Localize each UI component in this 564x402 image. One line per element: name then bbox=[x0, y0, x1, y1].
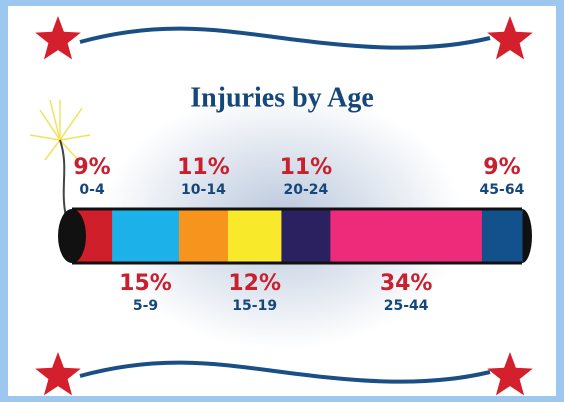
category-label: 5-9 bbox=[133, 298, 158, 314]
bar-segment bbox=[112, 209, 179, 263]
category-label: 25-44 bbox=[384, 298, 429, 314]
category-label: 20-24 bbox=[284, 182, 329, 198]
bar-segment bbox=[482, 209, 523, 263]
value-label: 12% bbox=[228, 271, 281, 296]
category-label: 45-64 bbox=[480, 182, 525, 198]
bar-segment bbox=[330, 209, 482, 263]
panel bbox=[8, 6, 556, 396]
value-label: 9% bbox=[483, 155, 520, 180]
category-label: 0-4 bbox=[79, 182, 105, 198]
page: {"chart_data": {"type": "stacked-bar", "… bbox=[0, 0, 564, 402]
value-label: 15% bbox=[119, 271, 172, 296]
category-label: 15-19 bbox=[232, 298, 277, 314]
category-label: 10-14 bbox=[181, 182, 226, 198]
cap-left bbox=[58, 209, 86, 263]
value-label: 9% bbox=[73, 155, 110, 180]
value-label: 11% bbox=[177, 155, 230, 180]
bar-segment bbox=[179, 209, 229, 263]
chart: Injuries by Age 9% 0-4 15% 5-9 11% 10-14 12% 15… bbox=[0, 0, 564, 402]
bar-segment bbox=[281, 209, 331, 263]
bar-segment bbox=[228, 209, 282, 263]
value-label: 34% bbox=[380, 271, 433, 296]
value-label: 11% bbox=[280, 155, 333, 180]
chart-title: Injuries by Age bbox=[190, 82, 374, 113]
